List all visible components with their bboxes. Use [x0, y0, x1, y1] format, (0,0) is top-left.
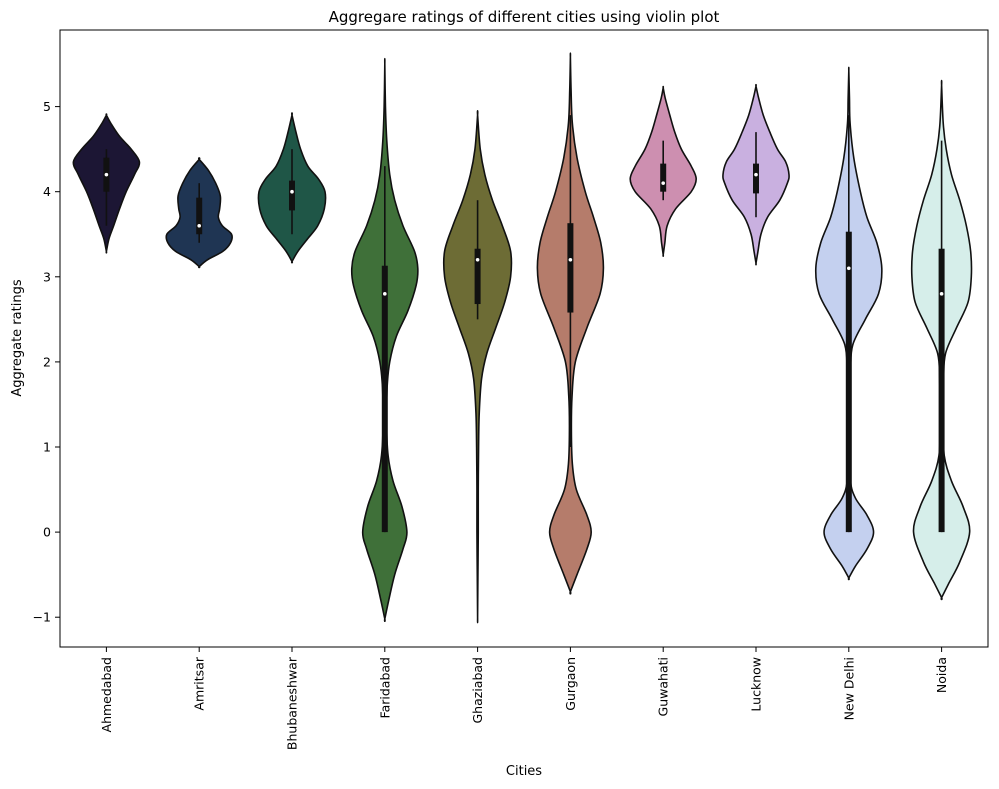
violin-median	[475, 257, 480, 262]
y-tick-label: 2	[43, 354, 51, 369]
violin-iqr-box	[845, 231, 852, 533]
x-tick-label: Gurgaon	[563, 657, 578, 711]
violin-iqr-box	[474, 248, 481, 305]
plot-area	[72, 52, 973, 624]
violin-median	[847, 266, 851, 271]
violin-guwahati	[629, 85, 697, 257]
violin-iqr-box	[753, 163, 759, 194]
violin-ahmedabad	[72, 113, 141, 254]
violin-median	[568, 257, 573, 262]
x-tick-label: Amritsar	[192, 656, 207, 710]
violin-median	[290, 189, 294, 194]
violin-ghaziabad	[442, 110, 513, 624]
violin-new-delhi	[814, 66, 883, 581]
violin-iqr-box	[289, 180, 295, 211]
x-tick-label: Faridabad	[377, 657, 392, 718]
violin-iqr-box	[196, 197, 203, 235]
violin-median	[383, 292, 387, 296]
x-tick-label: Lucknow	[749, 657, 764, 712]
plot-frame	[59, 29, 989, 648]
y-tick-label: −1	[33, 610, 51, 625]
y-axis-label: Aggregate ratings	[10, 279, 25, 396]
x-axis-label: Cities	[506, 764, 542, 779]
x-tick-label: Ahmedabad	[99, 657, 114, 732]
x-tick-label: Ghaziabad	[470, 657, 485, 724]
y-axis: −1 0 1 2 3 4 5	[33, 99, 60, 625]
y-tick-label: 4	[43, 184, 51, 199]
violin-median	[197, 223, 201, 228]
violin-median	[104, 172, 109, 177]
x-tick-label: Bhubaneshwar	[285, 656, 300, 750]
violin-median	[939, 292, 944, 296]
chart-title: Aggregare ratings of different cities us…	[329, 8, 720, 26]
violin-faridabad	[350, 57, 419, 623]
violin-median	[754, 172, 758, 177]
violin-median	[661, 181, 665, 185]
violin-iqr-box	[381, 265, 388, 533]
violin-bhubaneshwar	[257, 112, 327, 264]
y-tick-label: 0	[43, 525, 51, 540]
y-tick-label: 5	[43, 99, 51, 114]
violin-iqr-box	[660, 163, 667, 192]
x-tick-label: New Delhi	[841, 657, 856, 720]
x-tick-label: Noida	[934, 657, 949, 693]
y-tick-label: 3	[43, 269, 51, 284]
violin-iqr-box	[567, 223, 574, 313]
violin-noida	[910, 79, 973, 601]
violin-body	[442, 110, 513, 624]
violin-amritsar	[165, 157, 234, 269]
violin-iqr-box	[938, 248, 945, 533]
violin-lucknow	[722, 83, 790, 266]
violin-gurgaon	[536, 52, 605, 595]
y-tick-label: 1	[43, 440, 51, 455]
x-axis: Ahmedabad Amritsar Bhubaneshwar Faridabad Gh…	[99, 647, 949, 750]
x-tick-label: Guwahati	[656, 657, 671, 716]
